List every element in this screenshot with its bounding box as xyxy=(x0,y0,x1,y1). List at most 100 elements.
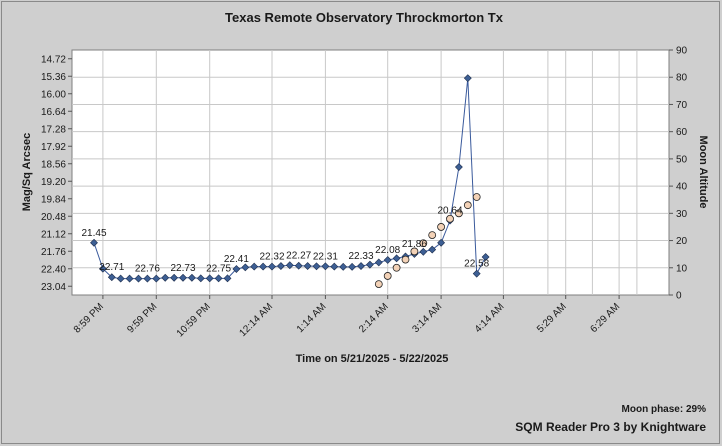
data-label: 22.41 xyxy=(224,254,249,265)
right-tick-label: 80 xyxy=(676,73,688,84)
x-tick-label: 8:59 PM xyxy=(72,301,106,335)
data-label: 21.45 xyxy=(81,228,106,239)
left-tick-label: 21.76 xyxy=(41,247,66,258)
sqm-point xyxy=(241,263,250,272)
right-tick-label: 60 xyxy=(676,127,688,138)
chart-title: Texas Remote Observatory Throckmorton Tx xyxy=(225,10,504,25)
right-tick-label: 0 xyxy=(676,291,682,302)
sqm-point xyxy=(312,262,321,271)
data-label: 22.76 xyxy=(135,264,160,275)
moon-point xyxy=(392,263,401,272)
data-label: 22.31 xyxy=(313,251,338,262)
moon-point xyxy=(472,193,481,201)
sqm-point xyxy=(303,262,312,270)
left-tick-label: 18.56 xyxy=(41,159,66,170)
sqm-point xyxy=(107,273,116,282)
moon-point xyxy=(428,231,437,240)
moon-point xyxy=(437,223,446,231)
data-label: 22.27 xyxy=(286,251,311,262)
right-tick-label: 70 xyxy=(676,100,688,111)
sqm-point xyxy=(196,274,205,283)
data-label: 22.58 xyxy=(464,259,489,270)
y-axis-left-title: Mag/Sq Arcsec xyxy=(21,133,33,211)
sqm-point xyxy=(365,260,374,269)
x-tick-label: 4:14 AM xyxy=(473,301,507,335)
left-tick-label: 20.48 xyxy=(41,212,66,223)
x-tick-label: 9:59 PM xyxy=(125,301,159,335)
moon-altitude-series xyxy=(374,193,481,289)
left-tick-label: 14.72 xyxy=(41,54,66,65)
sqm-point xyxy=(170,273,179,282)
sqm-point xyxy=(472,269,481,278)
right-tick-label: 50 xyxy=(676,154,688,165)
x-axis-ticks: 8:59 PM 9:59 PM 10:59 PM 12:14 AM 1:14 AM 2:1… xyxy=(72,295,622,339)
sqm-point xyxy=(98,264,107,273)
data-label: 22.08 xyxy=(375,245,400,256)
sqm-point xyxy=(285,261,294,270)
sqm-point xyxy=(339,262,348,271)
sqm-point xyxy=(134,274,143,283)
x-tick-label: 3:14 AM xyxy=(410,301,444,335)
left-axis-ticks: 14.72 15.36 16.00 16.64 17.28 17.92 18.56 19.20… xyxy=(41,54,72,293)
moon-point xyxy=(374,280,383,289)
sqm-point xyxy=(152,274,161,283)
left-tick-label: 15.36 xyxy=(41,72,66,83)
data-label: 22.71 xyxy=(99,262,124,273)
moon-point xyxy=(410,247,419,256)
sqm-point xyxy=(276,262,285,270)
left-tick-label: 16.00 xyxy=(41,89,66,100)
sqm-point xyxy=(392,254,401,263)
sqm-point xyxy=(437,238,446,247)
left-tick-label: 19.84 xyxy=(41,194,66,205)
moon-point xyxy=(463,201,472,210)
sqm-point xyxy=(330,262,339,271)
x-tick-label: 10:59 PM xyxy=(175,301,213,339)
data-label: 22.73 xyxy=(170,263,195,274)
sqm-point xyxy=(348,262,357,271)
sqm-point xyxy=(268,262,276,271)
moon-point xyxy=(446,214,454,223)
left-tick-label: 21.12 xyxy=(41,229,66,240)
sqm-point xyxy=(179,273,187,282)
sqm-point xyxy=(205,274,214,283)
x-tick-label: 6:29 AM xyxy=(588,301,622,335)
left-tick-label: 19.20 xyxy=(41,177,66,188)
data-label: 22.75 xyxy=(206,263,231,274)
sqm-point xyxy=(259,262,268,271)
x-axis-title: Time on 5/21/2025 - 5/22/2025 xyxy=(296,353,449,365)
sqm-point xyxy=(383,256,392,264)
sqm-point xyxy=(419,247,428,256)
data-label: 22.33 xyxy=(348,251,373,262)
right-tick-label: 40 xyxy=(676,182,688,193)
left-tick-label: 23.04 xyxy=(41,282,66,293)
sqm-point xyxy=(143,274,152,283)
left-tick-label: 17.28 xyxy=(41,124,66,135)
right-axis-ticks: 0 10 20 30 40 50 60 70 80 90 xyxy=(669,46,688,302)
right-tick-label: 10 xyxy=(676,263,688,274)
sqm-point xyxy=(357,262,365,270)
sqm-point xyxy=(232,265,241,273)
sqm-point xyxy=(428,245,437,254)
plot-area xyxy=(71,49,670,296)
moon-point xyxy=(454,209,463,218)
credit-text: SQM Reader Pro 3 by Knightware xyxy=(515,420,706,434)
x-tick-label: 2:14 AM xyxy=(357,301,391,335)
sqm-point xyxy=(374,258,383,267)
left-tick-label: 17.92 xyxy=(41,142,66,153)
sqm-point xyxy=(90,238,98,247)
sqm-point xyxy=(294,261,303,270)
sqm-point xyxy=(454,163,463,171)
right-tick-label: 30 xyxy=(676,209,688,220)
data-label: 20.64 xyxy=(437,206,462,217)
data-label: 22.32 xyxy=(259,252,284,263)
moon-point xyxy=(383,272,392,280)
moon-point xyxy=(401,255,410,264)
sqm-point xyxy=(161,273,170,282)
data-label: 21.86 xyxy=(402,239,427,250)
x-tick-label: 5:29 AM xyxy=(535,301,569,335)
sqm-point xyxy=(187,273,196,282)
sqm-point xyxy=(250,262,259,271)
right-tick-label: 90 xyxy=(676,46,688,57)
sqm-point xyxy=(223,274,232,283)
